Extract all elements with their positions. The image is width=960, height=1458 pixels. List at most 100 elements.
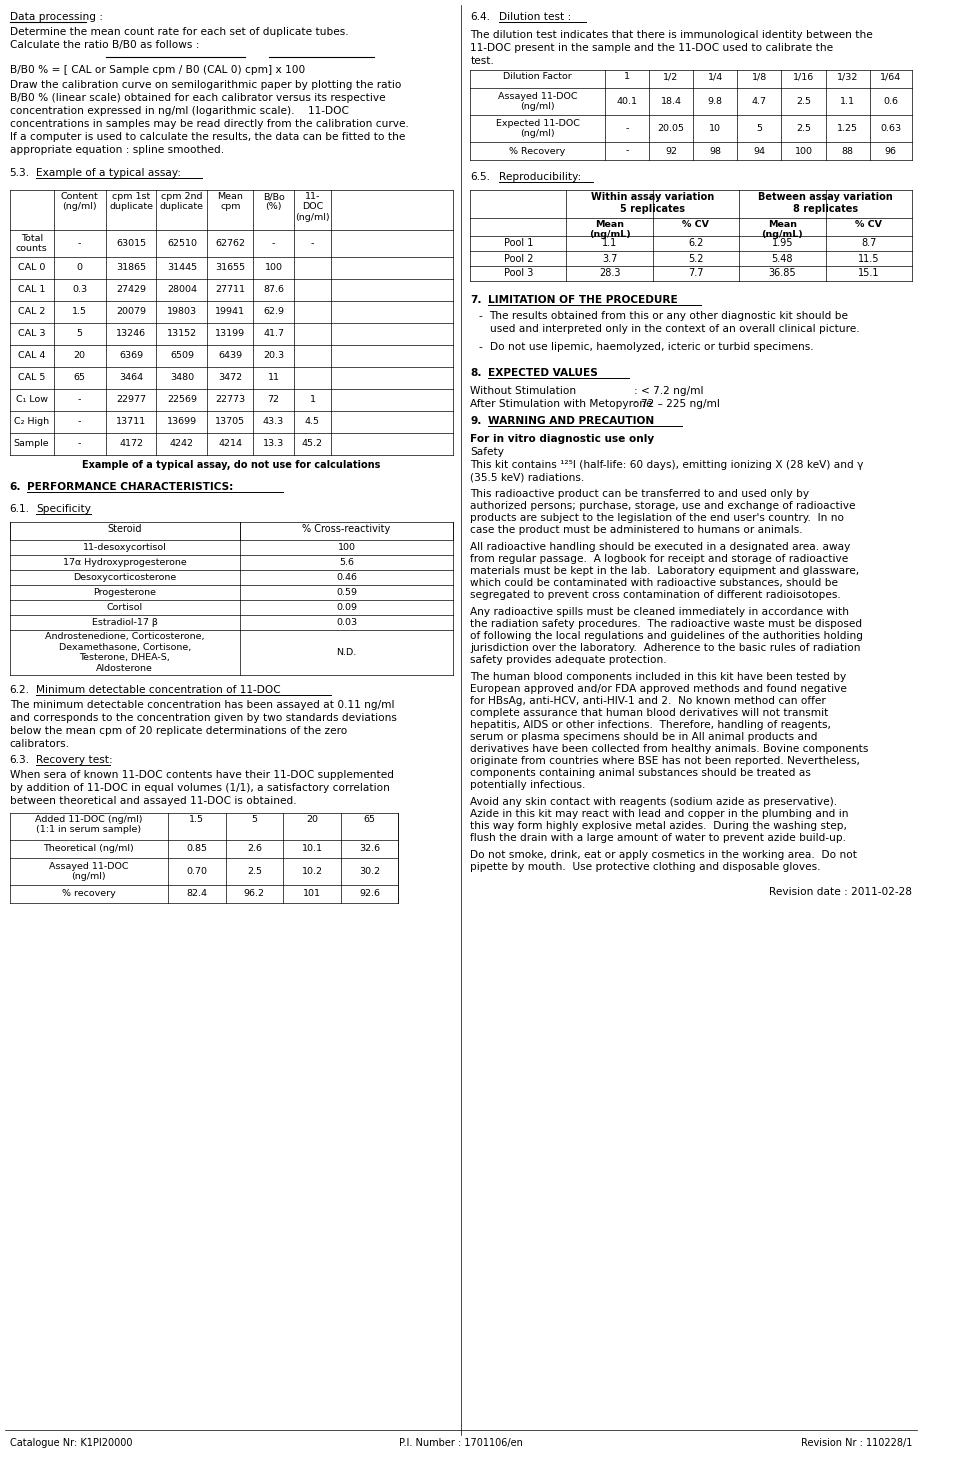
Text: Azide in this kit may react with lead and copper in the plumbing and in: Azide in this kit may react with lead an…: [470, 809, 849, 819]
Text: 0.6: 0.6: [883, 98, 899, 106]
Text: 6.5.: 6.5.: [470, 172, 491, 182]
Text: 20079: 20079: [116, 308, 146, 316]
Text: WARNING AND PRECAUTION: WARNING AND PRECAUTION: [488, 416, 654, 426]
Text: For in vitro diagnostic use only: For in vitro diagnostic use only: [470, 434, 655, 445]
Text: 5.3.: 5.3.: [10, 168, 30, 178]
Text: originate from countries where BSE has not been reported. Nevertheless,: originate from countries where BSE has n…: [470, 757, 860, 765]
Text: Between assay variation
8 replicates: Between assay variation 8 replicates: [758, 192, 893, 214]
Text: : 72 – 225 ng/ml: : 72 – 225 ng/ml: [634, 399, 719, 410]
Text: After Stimulation with Metopyrone: After Stimulation with Metopyrone: [470, 399, 653, 410]
Text: Theoretical (ng/ml): Theoretical (ng/ml): [43, 844, 134, 853]
Text: European approved and/or FDA approved methods and found negative: European approved and/or FDA approved me…: [470, 684, 848, 694]
Text: 6369: 6369: [119, 351, 143, 360]
Text: segregated to prevent cross contamination of different radioisotopes.: segregated to prevent cross contaminatio…: [470, 590, 841, 601]
Text: 13.3: 13.3: [263, 439, 284, 449]
Text: 5: 5: [77, 330, 83, 338]
Text: Mean
(ng/mL): Mean (ng/mL): [761, 220, 804, 239]
Text: 1/8: 1/8: [752, 71, 767, 82]
Text: 1: 1: [624, 71, 630, 82]
Text: Do not smoke, drink, eat or apply cosmetics in the working area.  Do not: Do not smoke, drink, eat or apply cosmet…: [470, 850, 857, 860]
Text: 2.5: 2.5: [796, 124, 811, 133]
Text: 27711: 27711: [215, 286, 246, 295]
Text: 0.63: 0.63: [880, 124, 901, 133]
Text: (35.5 keV) radiations.: (35.5 keV) radiations.: [470, 472, 585, 483]
Text: Catalogue Nr: K1PI20000: Catalogue Nr: K1PI20000: [10, 1438, 132, 1448]
Text: 11.5: 11.5: [858, 254, 879, 264]
Text: 62510: 62510: [167, 239, 197, 248]
Text: % CV: % CV: [855, 220, 882, 229]
Text: 82.4: 82.4: [186, 889, 207, 898]
Text: 101: 101: [303, 889, 321, 898]
Text: Pool 2: Pool 2: [504, 254, 533, 264]
Text: 1.1: 1.1: [840, 98, 855, 106]
Text: 2.6: 2.6: [247, 844, 262, 853]
Text: C₁ Low: C₁ Low: [15, 395, 48, 404]
Text: 72: 72: [268, 395, 279, 404]
Text: 6.2: 6.2: [688, 239, 704, 248]
Text: 10.1: 10.1: [301, 844, 323, 853]
Text: EXPECTED VALUES: EXPECTED VALUES: [488, 367, 597, 378]
Text: -: -: [625, 124, 629, 133]
Text: from regular passage.  A logbook for receipt and storage of radioactive: from regular passage. A logbook for rece…: [470, 554, 849, 564]
Text: Assayed 11-DOC
(ng/ml): Assayed 11-DOC (ng/ml): [498, 92, 577, 111]
Text: 11-desoxycortisol: 11-desoxycortisol: [83, 542, 167, 553]
Text: Androstenedione, Corticosterone,
Dexamethasone, Cortisone,
Testerone, DHEA-S,
Al: Androstenedione, Corticosterone, Dexamet…: [45, 633, 204, 672]
Text: appropriate equation : spline smoothed.: appropriate equation : spline smoothed.: [10, 144, 224, 155]
Text: 18.4: 18.4: [660, 98, 682, 106]
Text: 94: 94: [754, 146, 765, 156]
Text: Total
counts: Total counts: [15, 233, 48, 254]
Text: 3480: 3480: [170, 373, 194, 382]
Text: Added 11-DOC (ng/ml)
(1:1 in serum sample): Added 11-DOC (ng/ml) (1:1 in serum sampl…: [36, 815, 142, 834]
Text: 13152: 13152: [167, 330, 197, 338]
Text: 6.2.: 6.2.: [10, 685, 30, 695]
Text: 6.: 6.: [10, 483, 21, 491]
Text: 28004: 28004: [167, 286, 197, 295]
Text: between theoretical and assayed 11-DOC is obtained.: between theoretical and assayed 11-DOC i…: [10, 796, 297, 806]
Text: Recovery test:: Recovery test:: [36, 755, 113, 765]
Text: derivatives have been collected from healthy animals. Bovine components: derivatives have been collected from hea…: [470, 744, 869, 754]
Text: Draw the calibration curve on semilogarithmic paper by plotting the ratio: Draw the calibration curve on semilogari…: [10, 80, 401, 90]
Text: -: -: [78, 395, 82, 404]
Text: 62.9: 62.9: [263, 308, 284, 316]
Text: Mean
cpm: Mean cpm: [217, 192, 243, 211]
Text: 0.03: 0.03: [336, 618, 357, 627]
Text: 1.5: 1.5: [72, 308, 87, 316]
Text: 0: 0: [77, 264, 83, 273]
Text: All radioactive handling should be executed in a designated area. away: All radioactive handling should be execu…: [470, 542, 851, 553]
Text: B/B0 % = [ CAL or Sample cpm / B0 (CAL 0) cpm] x 100: B/B0 % = [ CAL or Sample cpm / B0 (CAL 0…: [10, 66, 305, 74]
Text: 13246: 13246: [116, 330, 146, 338]
Text: 17α Hydroxyprogesterone: 17α Hydroxyprogesterone: [63, 558, 186, 567]
Text: 98: 98: [709, 146, 721, 156]
Text: for HBsAg, anti-HCV, anti-HIV-1 and 2.  No known method can offer: for HBsAg, anti-HCV, anti-HIV-1 and 2. N…: [470, 695, 827, 706]
Text: Safety: Safety: [470, 448, 504, 456]
Text: 31655: 31655: [215, 264, 246, 273]
Text: 87.6: 87.6: [263, 286, 284, 295]
Text: 9.: 9.: [470, 416, 482, 426]
Text: LIMITATION OF THE PROCEDURE: LIMITATION OF THE PROCEDURE: [488, 295, 678, 305]
Text: Example of a typical assay:: Example of a typical assay:: [36, 168, 181, 178]
Text: by addition of 11-DOC in equal volumes (1/1), a satisfactory correlation: by addition of 11-DOC in equal volumes (…: [10, 783, 390, 793]
Text: Estradiol-17 β: Estradiol-17 β: [92, 618, 157, 627]
Text: 30.2: 30.2: [359, 868, 380, 876]
Text: % Cross-reactivity: % Cross-reactivity: [302, 523, 391, 534]
Text: % Recovery: % Recovery: [510, 146, 565, 156]
Text: 20: 20: [74, 351, 85, 360]
Text: 4.5: 4.5: [305, 417, 320, 427]
Text: Sample: Sample: [13, 439, 50, 449]
Text: 2.5: 2.5: [247, 868, 262, 876]
Text: 5: 5: [252, 815, 257, 824]
Text: Reproducibility:: Reproducibility:: [499, 172, 582, 182]
Text: 19803: 19803: [167, 308, 197, 316]
Text: 13711: 13711: [116, 417, 146, 427]
Text: % recovery: % recovery: [61, 889, 115, 898]
Text: Revision Nr : 110228/1: Revision Nr : 110228/1: [801, 1438, 912, 1448]
Text: 92: 92: [665, 146, 677, 156]
Text: used and interpreted only in the context of an overall clinical picture.: used and interpreted only in the context…: [490, 324, 859, 334]
Text: 3472: 3472: [218, 373, 243, 382]
Text: 62762: 62762: [215, 239, 246, 248]
Text: 1.95: 1.95: [772, 239, 793, 248]
Text: -: -: [625, 146, 629, 156]
Text: Without Stimulation: Without Stimulation: [470, 386, 576, 397]
Text: cpm 1st
duplicate: cpm 1st duplicate: [109, 192, 153, 211]
Text: case the product must be administered to humans or animals.: case the product must be administered to…: [470, 525, 803, 535]
